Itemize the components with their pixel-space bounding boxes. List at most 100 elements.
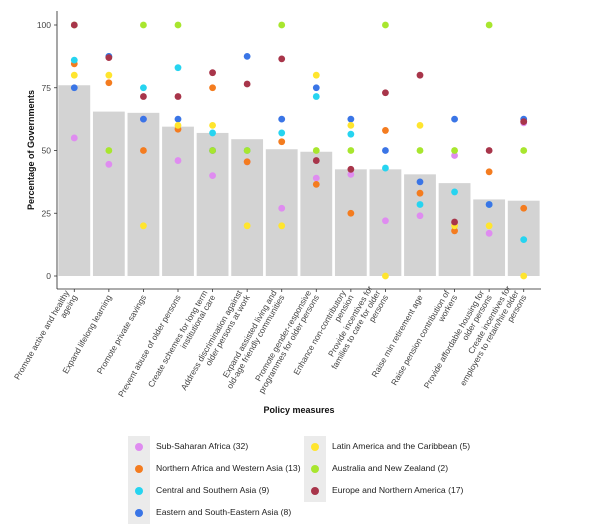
legend-label: Northern Africa and Western Asia (13) [156,463,301,473]
bar [265,149,298,276]
legend-dot-icon [311,465,319,473]
legend-swatch [304,458,326,480]
data-point [451,218,458,226]
data-point [416,201,424,208]
data-point [174,157,182,164]
data-point [174,122,182,129]
data-point [347,122,355,129]
data-point [243,147,251,154]
data-point [451,115,458,123]
y-tick-label: 50 [42,146,52,156]
data-point [347,115,355,123]
data-point [243,222,251,230]
data-point [312,71,320,79]
data-point [209,172,216,180]
data-point [174,93,182,100]
data-point [451,227,458,235]
data-point [312,84,320,92]
legend-label: Central and Southern Asia (9) [156,485,270,495]
data-point [243,52,251,60]
data-point [520,272,528,280]
bar [473,199,506,276]
data-point [347,170,355,178]
data-point [416,122,424,129]
data-point [347,130,355,138]
legend-swatch [304,436,326,458]
data-point [416,212,424,220]
legend-swatch [128,480,150,502]
data-point [382,89,389,97]
data-point [485,201,493,208]
legend-dot-icon [135,509,143,517]
y-tick-label: 0 [46,271,51,281]
data-point [382,21,389,29]
x-axis-label: Policy measures [263,405,334,415]
data-point [312,180,320,188]
y-tick-label: 25 [42,208,52,218]
data-point [312,147,320,154]
bar [334,169,367,276]
legend-swatch [128,502,150,524]
data-point [278,204,286,212]
data-point [105,79,113,87]
data-point [520,118,528,126]
data-point [416,178,424,186]
legend-label: Eastern and South-Eastern Asia (8) [156,507,292,517]
data-point [243,158,251,166]
data-point [140,147,147,154]
bar [162,126,194,276]
data-point [520,147,528,154]
data-point [209,122,216,129]
data-point [485,21,493,29]
data-point [485,229,493,237]
data-point [451,188,458,196]
data-point [485,147,493,154]
legend-label: Australia and New Zealand (2) [332,463,449,473]
legend-swatch [128,436,150,458]
y-axis-label: Percentage of Governments [26,90,36,210]
data-point [382,164,389,172]
y-tick-label: 75 [42,83,52,93]
data-point [105,71,113,79]
data-point [382,127,389,134]
legend-dot-icon [135,443,143,451]
data-point [347,147,355,154]
bars-layer [58,85,540,277]
data-point [70,84,78,92]
data-point [140,93,147,100]
bar [300,151,333,276]
legend-swatch [128,458,150,480]
data-point [174,21,182,29]
data-point [140,115,147,123]
legend-label: Latin America and the Caribbean (5) [332,441,471,451]
data-point [347,209,355,217]
legend-dot-icon [135,465,143,473]
data-point [382,147,389,154]
data-point [70,21,78,29]
data-point [174,64,182,72]
data-point [382,217,389,225]
data-point [451,152,458,159]
data-point [416,71,424,79]
legend-label: Europe and Northern America (17) [332,485,464,495]
data-point [140,21,147,29]
data-point [312,93,320,100]
data-point [312,174,320,182]
legend: Sub-Saharan Africa (32) Northern Africa a… [128,436,470,524]
data-point [416,147,424,154]
data-point [209,84,216,92]
data-point [520,204,528,212]
data-point [312,157,320,164]
bar [127,112,160,276]
data-point [347,165,355,173]
data-point [105,147,113,154]
legend-swatch [304,480,326,502]
data-point [278,138,286,146]
points-layer [70,21,528,280]
data-point [416,189,424,197]
data-point [209,69,216,77]
data-point [174,115,182,123]
data-point [70,71,78,79]
